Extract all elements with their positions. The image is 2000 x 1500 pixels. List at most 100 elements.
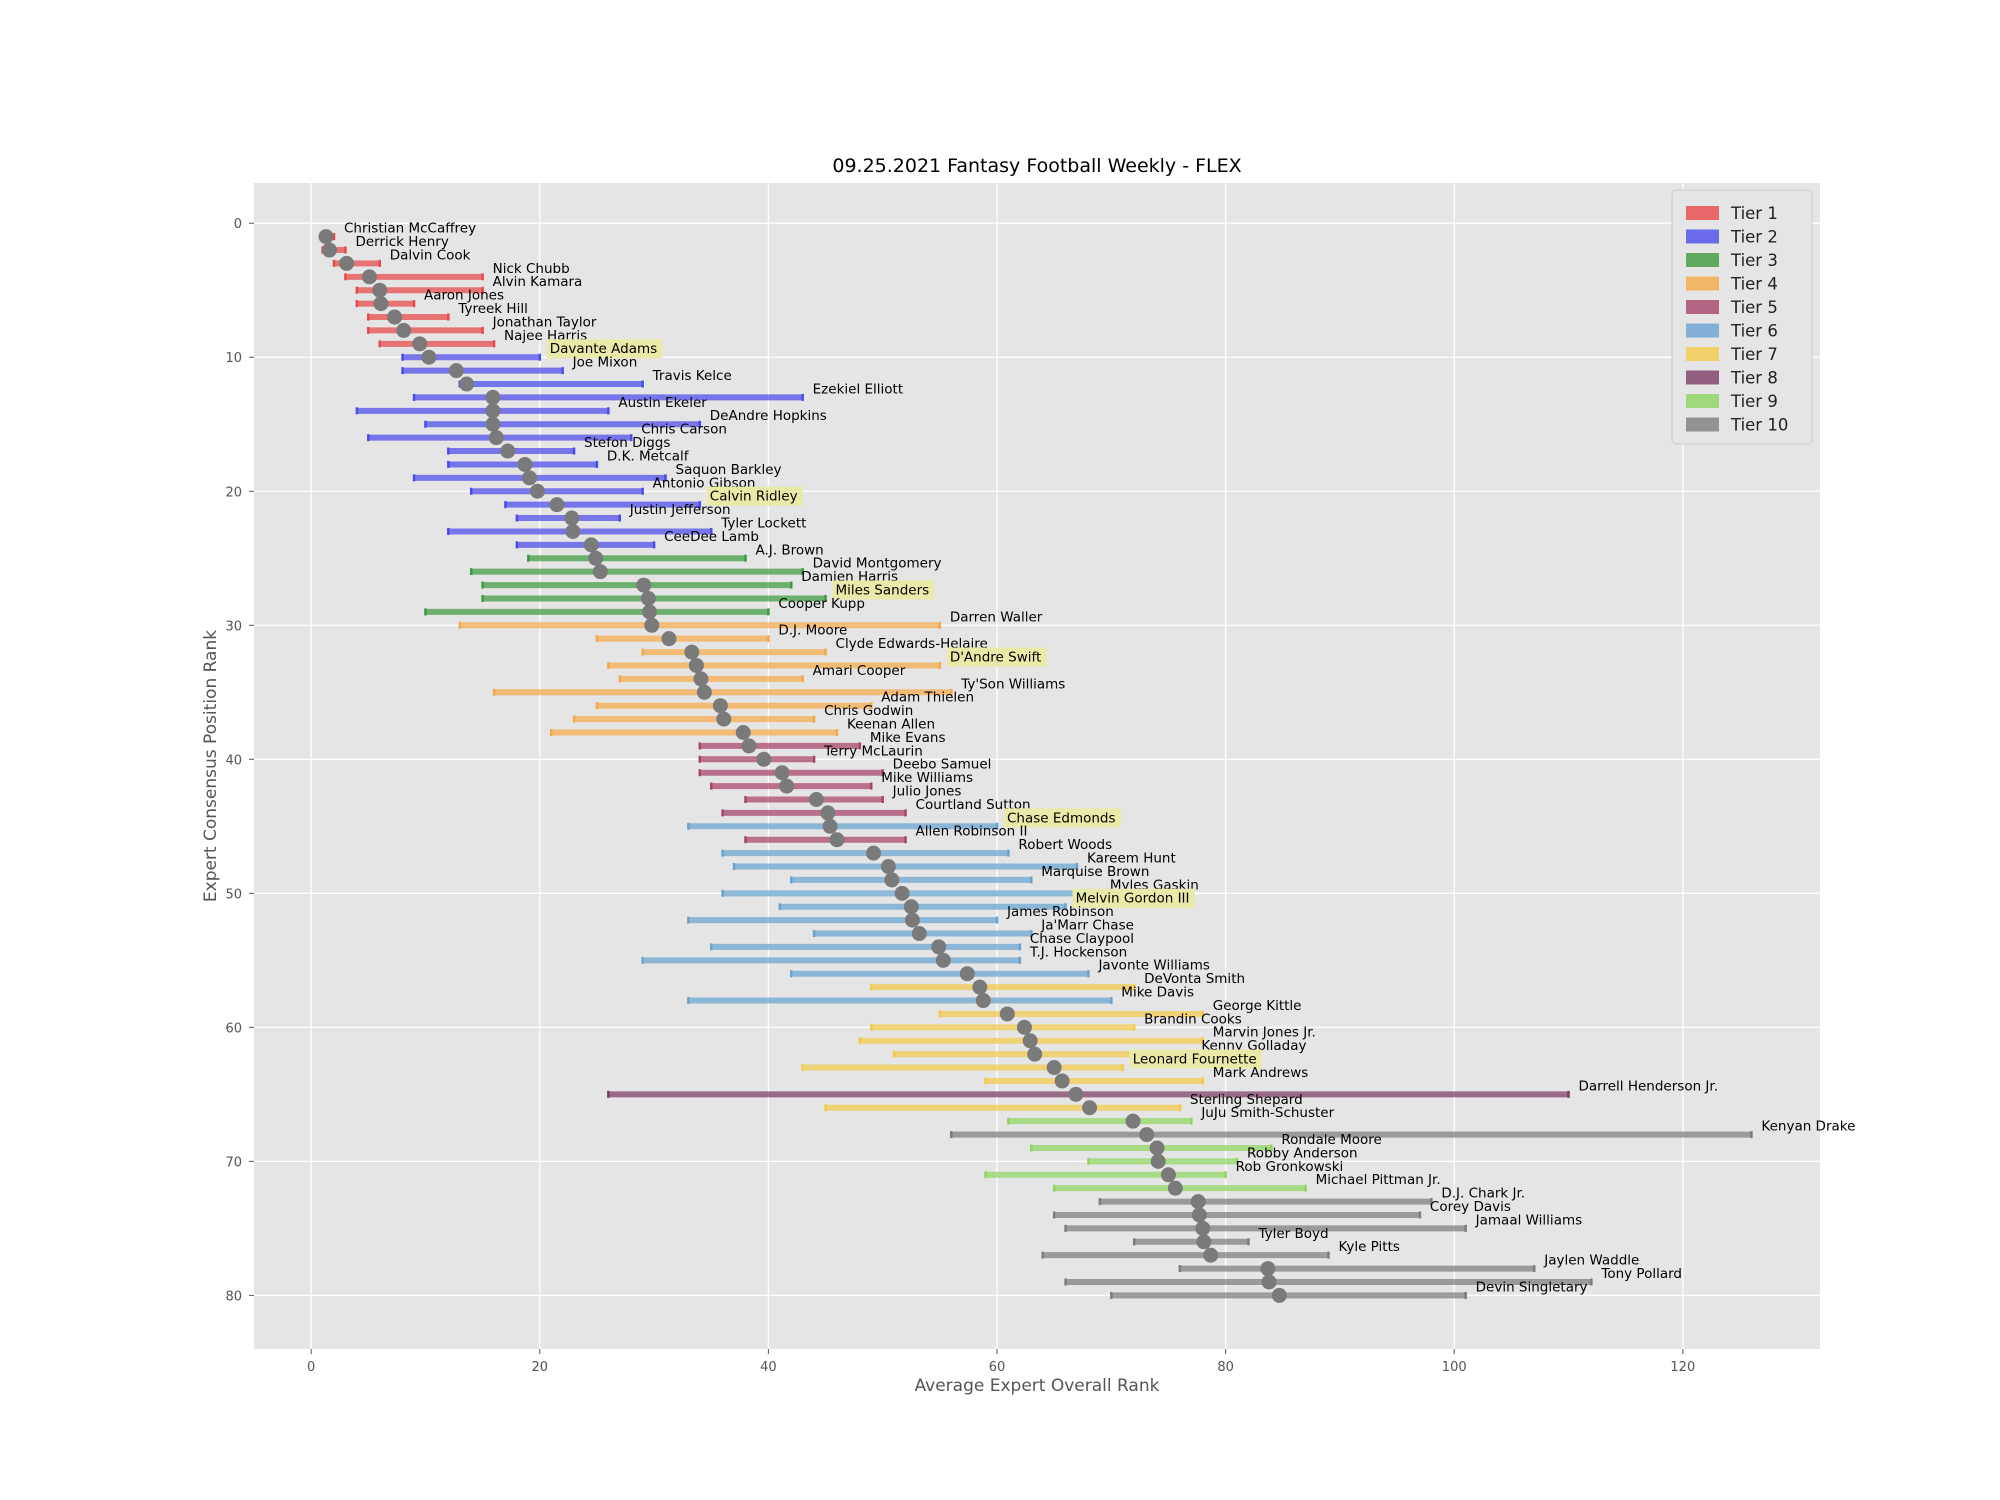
- x-tick-label: 80: [1217, 1360, 1234, 1375]
- player-label: Joe Mixon: [572, 355, 638, 371]
- avg-rank-point: [592, 564, 608, 580]
- player-label: Javonte Williams: [1097, 958, 1209, 974]
- avg-rank-point: [421, 349, 437, 365]
- player-label: Tyreek Hill: [457, 301, 528, 317]
- avg-rank-point: [696, 684, 712, 700]
- legend-swatch: [1686, 253, 1719, 267]
- player-label: Aaron Jones: [424, 288, 504, 304]
- player-label: Davante Adams: [550, 341, 657, 357]
- player-label: Corey Davis: [1430, 1199, 1511, 1215]
- avg-rank-point: [387, 309, 403, 325]
- label-highlight: [946, 647, 1047, 667]
- avg-rank-point: [642, 604, 658, 620]
- avg-rank-point: [1068, 1086, 1084, 1102]
- x-tick-label: 60: [989, 1360, 1006, 1375]
- player-label: D'Andre Swift: [950, 649, 1041, 665]
- legend-swatch: [1686, 323, 1719, 338]
- player-label: Christian McCaffrey: [344, 221, 476, 237]
- player-label: Ja'Marr Chase: [1040, 918, 1134, 934]
- avg-rank-point: [339, 255, 355, 271]
- avg-rank-point: [565, 523, 581, 539]
- label-highlight: [832, 580, 935, 600]
- avg-rank-point: [829, 832, 845, 848]
- player-label: Justin Jefferson: [629, 502, 731, 518]
- avg-rank-point: [1082, 1100, 1098, 1116]
- y-tick-label: 10: [225, 351, 242, 366]
- player-label: Calvin Ridley: [710, 489, 798, 505]
- avg-rank-point: [448, 363, 464, 379]
- player-label: James Robinson: [1006, 904, 1114, 920]
- legend-label: Tier 5: [1730, 298, 1778, 317]
- player-label: Rob Gronkowski: [1236, 1159, 1344, 1175]
- avg-rank-point: [1027, 1046, 1043, 1062]
- avg-rank-point: [1261, 1274, 1277, 1290]
- player-label: Devin Singletary: [1476, 1279, 1588, 1295]
- avg-rank-point: [583, 537, 599, 553]
- avg-rank-point: [972, 979, 988, 995]
- player-label: Julio Jones: [892, 784, 962, 800]
- player-label: David Montgomery: [813, 556, 942, 572]
- avg-rank-point: [1022, 1033, 1038, 1049]
- axis-ticks: 0 20 40 60 80 100 120 0 10 20 30 40 50 60 70 80: [225, 217, 1695, 1375]
- player-label: Alvin Kamara: [493, 274, 583, 290]
- avg-rank-point: [485, 389, 501, 405]
- avg-rank-point: [959, 966, 975, 982]
- avg-rank-point: [716, 711, 732, 727]
- avg-rank-point: [1149, 1140, 1165, 1156]
- player-label: Jaylen Waddle: [1543, 1253, 1639, 1269]
- player-label: Austin Ekeler: [618, 395, 707, 411]
- avg-rank-point: [904, 912, 920, 928]
- avg-rank-point: [808, 792, 824, 808]
- plot-area: [254, 183, 1820, 1349]
- player-label: D.J. Chark Jr.: [1441, 1186, 1525, 1202]
- avg-rank-point: [931, 939, 947, 955]
- avg-rank-point: [640, 590, 656, 606]
- avg-rank-point: [488, 430, 504, 446]
- player-label: D.K. Metcalf: [607, 448, 690, 464]
- player-label: Mike Williams: [881, 770, 973, 786]
- label-highlight: [1129, 1049, 1262, 1069]
- player-label: Chris Godwin: [824, 703, 913, 719]
- legend-label: Tier 7: [1730, 345, 1778, 364]
- avg-rank-point: [485, 403, 501, 419]
- avg-rank-point: [756, 751, 772, 767]
- y-tick-label: 40: [225, 753, 242, 768]
- avg-rank-point: [372, 282, 388, 298]
- avg-rank-point: [1195, 1220, 1211, 1236]
- player-label: Marvin Jones Jr.: [1213, 1025, 1316, 1041]
- player-label: Mike Davis: [1121, 985, 1194, 1001]
- avg-rank-point: [866, 845, 882, 861]
- legend-label: Tier 1: [1730, 204, 1778, 223]
- label-highlight: [1072, 888, 1195, 908]
- legend-swatch: [1686, 276, 1719, 291]
- player-label: Rondale Moore: [1281, 1132, 1382, 1148]
- player-label: T.J. Hockenson: [1029, 944, 1127, 960]
- y-tick-label: 30: [225, 619, 242, 634]
- avg-rank-point: [529, 483, 545, 499]
- legend-swatch: [1686, 300, 1719, 314]
- player-label: Robert Woods: [1018, 837, 1112, 853]
- player-label: JuJu Smith-Schuster: [1200, 1105, 1334, 1121]
- player-label: A.J. Brown: [756, 542, 824, 558]
- avg-rank-point: [911, 926, 927, 942]
- player-label: Terry McLaurin: [823, 743, 923, 759]
- player-label: Nick Chubb: [493, 261, 570, 277]
- avg-rank-point: [894, 885, 910, 901]
- avg-rank-point: [880, 859, 896, 875]
- legend-label: Tier 9: [1730, 392, 1778, 411]
- player-label: Robby Anderson: [1247, 1145, 1358, 1161]
- player-label: Mark Andrews: [1213, 1065, 1309, 1081]
- chart-title: 09.25.2021 Fantasy Football Weekly - FLE…: [832, 155, 1241, 177]
- player-label: Chase Claypool: [1030, 931, 1134, 947]
- avg-rank-point: [1196, 1234, 1212, 1250]
- x-tick-label: 0: [307, 1360, 315, 1375]
- y-axis-label: Expert Consensus Position Rank: [201, 630, 221, 902]
- x-tick-label: 120: [1670, 1360, 1695, 1375]
- avg-rank-point: [1046, 1060, 1062, 1076]
- player-label: Miles Sanders: [836, 582, 930, 598]
- player-label: Ezekiel Elliott: [813, 381, 903, 397]
- player-label: Kenyan Drake: [1761, 1119, 1855, 1135]
- avg-rank-point: [318, 229, 334, 245]
- player-label: DeAndre Hopkins: [710, 408, 827, 424]
